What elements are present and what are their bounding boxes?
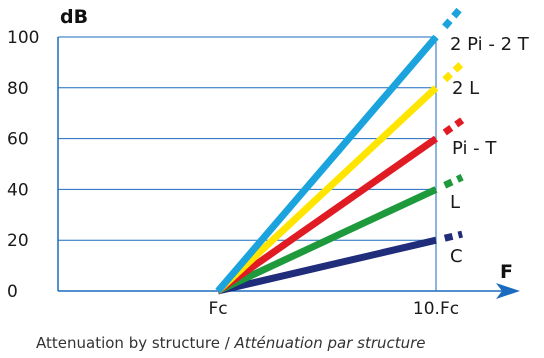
- x-tick-label-1: 10.Fc: [413, 299, 459, 319]
- series-extension-1: [443, 174, 464, 189]
- x-axis-arrow-icon: [496, 283, 520, 299]
- series-extension-0: [443, 230, 463, 242]
- x-tick-label-0: Fc: [208, 299, 227, 319]
- series-label-1: L: [450, 192, 460, 213]
- series-line-2: [215, 135, 439, 294]
- series-line-1: [216, 186, 438, 295]
- series-line-0: [217, 236, 437, 295]
- series-label-2: Pi - T: [452, 138, 497, 159]
- series-extension-3: [442, 60, 465, 83]
- caption-english: Attenuation by structure: [36, 334, 220, 352]
- series-extension-2: [442, 117, 465, 136]
- series-label-0: C: [450, 246, 463, 267]
- y-tick-label-0: 0: [7, 282, 18, 302]
- series-label-3: 2 L: [452, 78, 479, 99]
- y-tick-label-40: 40: [7, 180, 29, 200]
- caption-french: Atténuation par structure: [234, 334, 426, 352]
- series-lines: [215, 4, 465, 295]
- series-line-3: [215, 85, 439, 294]
- caption-separator: /: [219, 334, 235, 352]
- y-axis-label: dB: [60, 6, 88, 28]
- series-extension-4: [442, 4, 465, 30]
- series-line-4: [215, 34, 439, 294]
- y-tick-label-100: 100: [7, 28, 39, 48]
- y-tick-label-80: 80: [7, 79, 29, 99]
- series-label-4: 2 Pi - 2 T: [450, 34, 530, 55]
- x-axis-label: F: [500, 261, 513, 283]
- grid: [58, 36, 437, 291]
- axes: [57, 37, 520, 299]
- y-tick-label-60: 60: [7, 130, 29, 150]
- labels: 0 20 40 60 80 100 Fc 10.Fc dB F C L Pi - T 2 L 2 Pi - …: [7, 6, 530, 319]
- y-tick-label-20: 20: [7, 231, 29, 251]
- chart-caption: Attenuation by structure / Atténuation p…: [36, 334, 426, 352]
